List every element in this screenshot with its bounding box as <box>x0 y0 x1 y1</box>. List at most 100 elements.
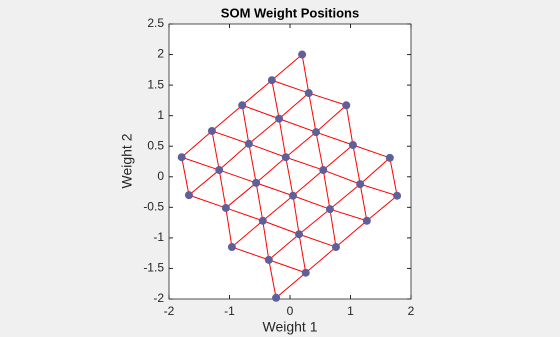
x-tick-label: 0 <box>287 304 294 318</box>
som-link <box>298 233 337 248</box>
x-tick-label: 1 <box>347 304 354 318</box>
som-link <box>292 195 331 210</box>
y-tick-label: 0 <box>157 169 164 183</box>
som-link <box>268 259 306 274</box>
som-link <box>225 182 257 209</box>
som-link <box>225 207 233 248</box>
som-link <box>262 195 294 222</box>
y-tick-label: 2 <box>157 47 164 61</box>
som-link <box>322 169 331 210</box>
neuron <box>281 153 290 162</box>
som-link <box>359 184 368 221</box>
som-link <box>248 143 257 183</box>
som-link <box>231 220 264 248</box>
som-link <box>389 157 398 196</box>
axes-box <box>168 23 412 300</box>
neuron <box>304 89 313 98</box>
neuron <box>385 153 394 162</box>
som-link <box>181 156 220 171</box>
x-axis-label: Weight 1 <box>263 319 318 335</box>
som-link <box>298 234 307 273</box>
neuron <box>267 76 276 85</box>
som-link <box>181 130 213 158</box>
som-link <box>278 118 317 133</box>
neuron <box>295 230 304 239</box>
som-link <box>366 195 398 222</box>
neuron <box>331 243 340 252</box>
neuron <box>342 101 351 110</box>
som-link <box>188 194 227 209</box>
som-link <box>278 92 310 120</box>
plot-area <box>169 24 411 299</box>
som-link <box>315 104 347 133</box>
som-link <box>335 220 368 248</box>
som-link <box>268 259 277 298</box>
som-link <box>352 144 361 185</box>
som-link <box>360 183 398 197</box>
neuron <box>289 191 298 200</box>
som-link <box>315 132 324 171</box>
som-link <box>181 157 190 196</box>
neuron <box>258 216 267 225</box>
neuron <box>348 141 357 149</box>
som-link <box>308 92 317 133</box>
som-link <box>188 169 220 196</box>
som-link <box>278 118 287 158</box>
som-link <box>308 92 347 106</box>
som-link <box>219 169 257 184</box>
y-tick-label: 2.5 <box>147 16 164 30</box>
som-link <box>292 195 300 235</box>
neuron <box>252 178 261 187</box>
y-axis-label: Weight 2 <box>119 133 135 188</box>
som-link <box>271 80 280 119</box>
som-link <box>241 105 250 144</box>
som-link <box>211 104 243 132</box>
som-link <box>218 169 227 209</box>
y-tick-label: -2 <box>153 291 164 305</box>
som-link <box>292 169 324 197</box>
som-link <box>298 208 331 235</box>
som-link <box>345 105 354 146</box>
neuron <box>272 293 281 302</box>
som-link <box>241 79 273 106</box>
som-link <box>271 54 303 81</box>
neuron <box>177 153 186 162</box>
som-link <box>255 156 287 184</box>
som-link <box>285 131 317 158</box>
som-link <box>329 183 361 210</box>
som-link <box>211 130 220 171</box>
som-link <box>255 182 294 197</box>
chart-title: SOM Weight Positions <box>221 5 359 20</box>
x-tick-label: -2 <box>164 304 175 318</box>
y-tick-label: -1 <box>153 230 164 244</box>
y-tick-label: 1.5 <box>147 77 164 91</box>
x-tick-label: 2 <box>408 304 415 318</box>
som-link <box>275 272 307 299</box>
som-link <box>329 208 367 222</box>
som-link <box>268 233 300 261</box>
som-link <box>301 54 310 94</box>
neuron <box>393 191 402 200</box>
neuron <box>325 205 334 214</box>
neuron <box>207 126 216 135</box>
som-link <box>248 143 286 158</box>
y-tick-label: -0.5 <box>143 200 164 214</box>
som-link <box>262 220 270 260</box>
som-link <box>352 144 390 159</box>
som-link <box>218 143 250 171</box>
neuron <box>184 191 193 200</box>
neuron <box>312 128 321 137</box>
som-link <box>242 104 280 120</box>
som-link <box>285 157 294 196</box>
som-link <box>271 79 309 94</box>
neuron <box>275 114 284 123</box>
som-link <box>211 130 250 145</box>
neuron <box>301 268 310 277</box>
som-link <box>225 207 263 222</box>
neuron <box>356 180 365 189</box>
neuron <box>298 50 307 59</box>
neuron <box>238 101 247 110</box>
som-link <box>329 209 337 248</box>
y-tick-label: 1 <box>157 108 164 122</box>
